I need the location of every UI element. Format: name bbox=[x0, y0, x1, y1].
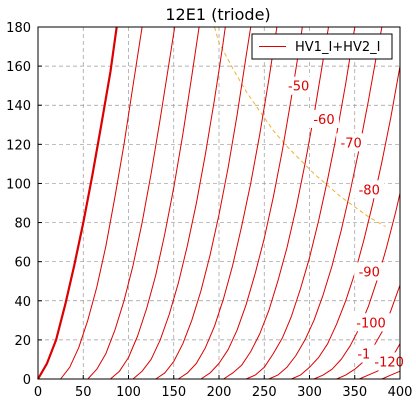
curve-label-backdrop bbox=[336, 133, 367, 152]
plate-curve-3 bbox=[110, 26, 200, 380]
curve-label: -70 bbox=[341, 136, 362, 151]
y-axis-ticks: 0 20 40 60 80 100 120 140 160 180 bbox=[6, 21, 42, 388]
y-tick-label: 20 bbox=[14, 334, 31, 349]
legend: HV1_I+HV2_I bbox=[251, 33, 393, 60]
y-tick-label: 40 bbox=[14, 295, 31, 310]
y-tick-label: 0 bbox=[23, 373, 31, 388]
legend-label: HV1_I+HV2_I bbox=[295, 40, 380, 55]
curve-label: -1 bbox=[357, 348, 370, 363]
curve-label: -60 bbox=[313, 113, 334, 128]
plate-curves bbox=[37, 26, 401, 380]
x-tick-label: 200 bbox=[207, 385, 232, 400]
plate-curve-2 bbox=[87, 26, 176, 380]
x-tick-label: 300 bbox=[297, 385, 322, 400]
x-tick-label: 350 bbox=[342, 385, 367, 400]
y-tick-label: 140 bbox=[6, 99, 31, 114]
chart-title: 12E1 (triode) bbox=[165, 5, 270, 24]
y-tick-label: 80 bbox=[14, 217, 31, 232]
y-tick-label: 160 bbox=[6, 60, 31, 75]
x-tick-label: 0 bbox=[34, 385, 42, 400]
x-tick-label: 150 bbox=[161, 385, 186, 400]
x-tick-label: 100 bbox=[116, 385, 141, 400]
plate-curve-5 bbox=[155, 26, 252, 380]
curve-label: -80 bbox=[359, 183, 380, 198]
plate-curve-1 bbox=[60, 26, 143, 380]
curve-label-backdrop bbox=[354, 180, 385, 199]
curve-label-backdrop bbox=[308, 109, 339, 128]
grid-lines bbox=[38, 27, 400, 379]
x-tick-label: 250 bbox=[252, 385, 277, 400]
plate-curve-4 bbox=[132, 26, 226, 380]
y-tick-label: 100 bbox=[6, 177, 31, 192]
plate-curve-0 bbox=[37, 26, 118, 380]
curve-label-backdrop bbox=[352, 313, 391, 332]
plate-curve-7 bbox=[200, 26, 303, 380]
plate-curve-15 bbox=[381, 370, 401, 380]
y-tick-label: 180 bbox=[6, 21, 31, 36]
curve-label-backdrop bbox=[283, 76, 314, 95]
curve-label: -120 bbox=[374, 355, 404, 370]
curve-label-backdrop bbox=[352, 344, 375, 363]
x-axis-ticks: 0 50 100 150 200 250 300 350 400 bbox=[34, 375, 413, 400]
curve-label-backdrop bbox=[354, 262, 385, 281]
x-tick-label: 400 bbox=[388, 385, 413, 400]
plate-curve-6 bbox=[178, 26, 278, 380]
x-tick-label: 50 bbox=[75, 385, 92, 400]
y-tick-label: 60 bbox=[14, 256, 31, 271]
curve-label: -50 bbox=[288, 80, 309, 95]
curve-label-backdrop bbox=[370, 352, 409, 371]
plate-curve-10 bbox=[268, 26, 383, 380]
curve-labels: -50 -60 -70 -80 -90 -100 -1 -120 bbox=[283, 76, 409, 371]
plate-curve-11 bbox=[291, 66, 401, 380]
curve-label: -90 bbox=[359, 265, 380, 280]
curve-label: -100 bbox=[356, 316, 386, 331]
y-tick-label: 120 bbox=[6, 138, 31, 153]
